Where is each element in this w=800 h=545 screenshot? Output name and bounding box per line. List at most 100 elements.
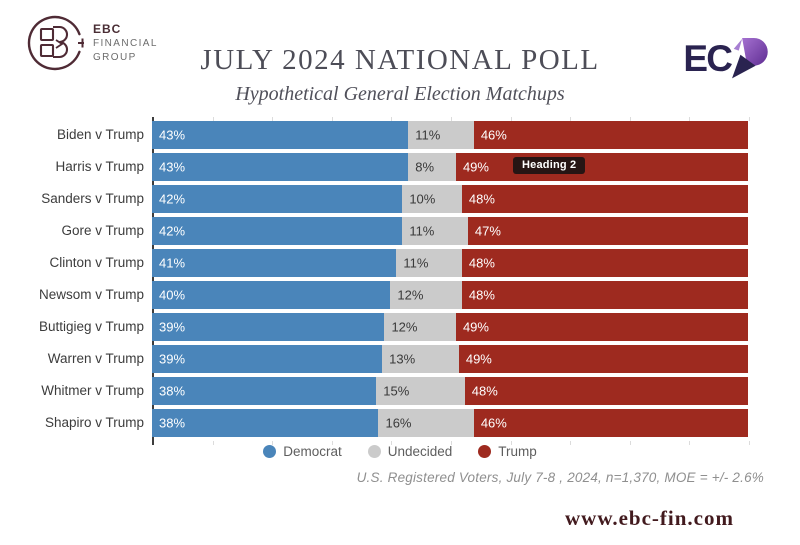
ecp-logo: EC [683, 36, 769, 87]
segment-value: 38% [159, 415, 186, 431]
heading2-tooltip: Heading 2 [513, 157, 586, 174]
segment-value: 11% [403, 255, 429, 271]
segment-value: 49% [465, 351, 492, 367]
matchup-label: Sanders v Trump [41, 191, 144, 206]
segment-democrat: 40% [152, 281, 391, 309]
legend-item-democrat: Democrat [263, 444, 342, 459]
axis-tick [212, 441, 214, 445]
footnote: U.S. Registered Voters, July 7-8 , 2024,… [356, 470, 764, 485]
segment-value: 42% [159, 191, 186, 207]
segment-democrat: 39% [152, 345, 383, 373]
matchup-label: Newsom v Trump [38, 287, 144, 302]
segment-value: 47% [474, 223, 501, 239]
segment-value: 48% [468, 255, 495, 271]
segment-value: 39% [159, 319, 186, 335]
axis-ticks-top [153, 117, 750, 121]
segment-undecided: 12% [390, 281, 462, 309]
stacked-bar: 40% 12% 48% [152, 281, 748, 309]
axis-tick [331, 117, 333, 121]
segment-value: 11% [409, 223, 435, 239]
stacked-bar: 41% 11% 48% [152, 249, 748, 277]
matchup-label: Whitmer v Trump [41, 383, 144, 398]
segment-undecided: 10% [402, 185, 462, 213]
segment-value: 15% [383, 383, 410, 399]
segment-value: 11% [415, 127, 441, 143]
poll-row: Warren v Trump 39% 13% 49% [0, 345, 800, 373]
legend-dot-icon [263, 445, 277, 458]
matchup-label: Buttigieg v Trump [38, 319, 144, 334]
segment-trump: 49% [455, 313, 748, 341]
segment-value: 42% [159, 223, 186, 239]
legend-dot-icon [478, 445, 492, 458]
segment-democrat: 43% [152, 121, 409, 149]
segment-democrat: 38% [152, 409, 379, 437]
axis-tick [629, 441, 631, 445]
axis-tick [689, 117, 691, 121]
segment-trump: 46% [473, 409, 748, 437]
segment-value: 48% [471, 383, 498, 399]
segment-value: 48% [468, 191, 495, 207]
segment-undecided: 11% [402, 217, 468, 245]
ebc-wordmark: EBC FINANCIAL GROUP [93, 22, 158, 64]
segment-democrat: 38% [152, 377, 377, 405]
poll-row: Newsom v Trump 40% 12% 48% [0, 281, 800, 309]
axis-tick [391, 117, 393, 121]
segment-undecided: 8% [408, 153, 456, 181]
axis-tick [689, 441, 691, 445]
axis-tick [212, 117, 214, 121]
legend-item-trump: Trump [478, 444, 537, 459]
stacked-bar: 43% 8% 49% [152, 153, 748, 181]
segment-value: 8% [415, 159, 435, 175]
axis-tick [451, 117, 452, 121]
ecp-text: EC [685, 38, 732, 79]
axis-tick [272, 441, 274, 445]
matchup-label: Clinton v Trump [49, 255, 144, 270]
website-url: www.ebc-fin.com [565, 506, 734, 530]
stacked-bar: 42% 11% 47% [152, 217, 748, 245]
ebc-sub-line2: GROUP [93, 52, 137, 63]
segment-value: 38% [159, 383, 186, 399]
poll-row: Clinton v Trump 41% 11% 48% [0, 249, 800, 277]
stacked-bar: 38% 15% 48% [152, 377, 748, 405]
matchup-label: Harris v Trump [55, 159, 144, 174]
axis-tick [272, 117, 274, 121]
legend-item-undecided: Undecided [367, 444, 453, 459]
axis-tick [749, 441, 750, 445]
axis-tick [331, 441, 333, 445]
segment-value: 12% [391, 319, 418, 335]
legend-label: Undecided [387, 444, 453, 459]
segment-democrat: 42% [152, 217, 403, 245]
axis-tick [510, 441, 512, 445]
segment-trump: 47% [467, 217, 748, 245]
segment-undecided: 12% [384, 313, 456, 341]
segment-value: 39% [159, 351, 186, 367]
stacked-bar: 38% 16% 46% [152, 409, 748, 437]
poll-row: Buttigieg v Trump 39% 12% 49% [0, 313, 800, 341]
axis-tick [570, 117, 572, 121]
stacked-bar: 39% 12% 49% [152, 313, 748, 341]
segment-value: 43% [159, 127, 186, 143]
page-title: JULY 2024 NATIONAL POLL [200, 44, 600, 76]
segment-value: 16% [385, 415, 412, 431]
axis-ticks-bottom [153, 441, 750, 445]
segment-trump: 48% [461, 185, 748, 213]
segment-value: 46% [480, 415, 507, 431]
segment-democrat: 42% [152, 185, 403, 213]
segment-value: 43% [159, 159, 186, 175]
ebc-logo: EBC FINANCIAL GROUP [26, 14, 158, 72]
matchup-label: Biden v Trump [56, 127, 144, 142]
ebc-name: EBC [93, 22, 122, 36]
segment-democrat: 43% [152, 153, 409, 181]
poll-row: Whitmer v Trump 38% 15% 48% [0, 377, 800, 405]
poll-row: Gore v Trump 42% 11% 47% [0, 217, 800, 245]
stacked-bar: 42% 10% 48% [152, 185, 748, 213]
axis-tick [451, 441, 452, 445]
matchup-label: Shapiro v Trump [44, 415, 144, 430]
legend-label: Trump [498, 444, 537, 459]
segment-undecided: 15% [376, 377, 465, 405]
legend-dot-icon [367, 445, 381, 458]
matchup-label: Gore v Trump [61, 223, 144, 238]
segment-trump: 49% [458, 345, 748, 373]
segment-value: 40% [159, 287, 186, 303]
